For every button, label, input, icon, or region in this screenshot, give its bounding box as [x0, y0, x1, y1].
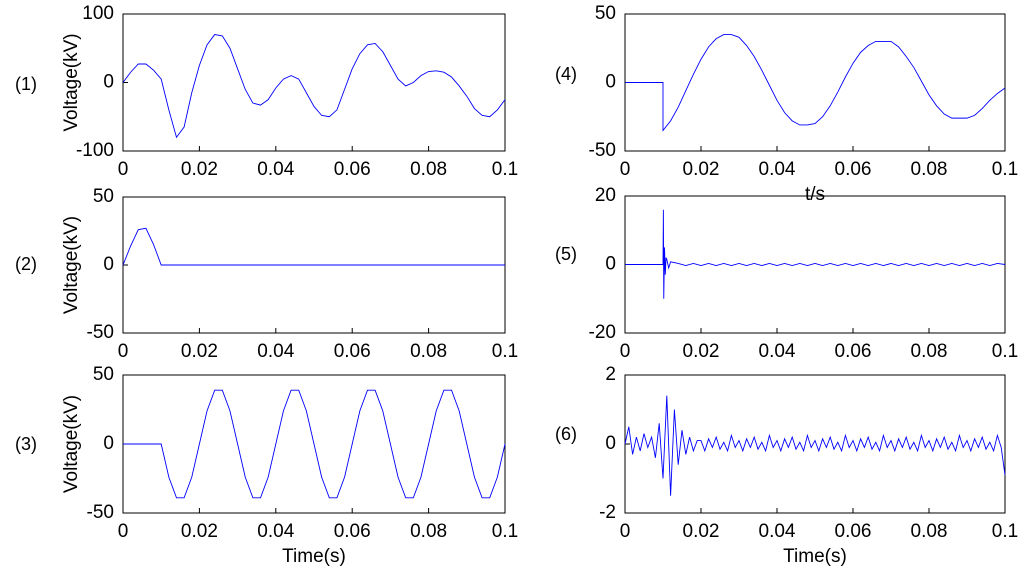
x-tick-label: 0.06 [334, 521, 371, 542]
x-axis-label: t/s [805, 184, 825, 205]
y-tick-label: -20 [589, 322, 616, 343]
x-tick-label: 0.02 [683, 159, 720, 180]
waveform [624, 395, 1006, 496]
panel-label: (4) [555, 64, 577, 84]
x-tick-label: 0.06 [334, 341, 371, 362]
x-tick-label: 0.06 [835, 159, 872, 180]
x-tick-label: 0.08 [410, 521, 447, 542]
x-tick-label: 0.06 [334, 159, 371, 180]
panel-label: (6) [555, 424, 577, 444]
y-tick-label: -2 [599, 502, 616, 523]
y-tick-label: 50 [93, 186, 114, 207]
x-tick-label: 0 [118, 341, 129, 362]
x-axis-label: Time(s) [282, 546, 346, 567]
y-tick-label: -100 [76, 140, 114, 161]
x-tick-label: 0 [620, 159, 631, 180]
y-axis-label: Voltage(kV) [61, 216, 82, 314]
x-tick-label: 0.02 [181, 521, 218, 542]
x-tick-label: 0.04 [257, 521, 294, 542]
waveform [122, 227, 505, 266]
waveform [122, 34, 506, 139]
x-axis-label: Time(s) [783, 546, 847, 567]
y-tick-label: 50 [93, 364, 114, 385]
y-tick-label: 20 [595, 185, 616, 206]
x-tick-label: 0.08 [911, 521, 948, 542]
x-tick-label: 0.08 [911, 341, 948, 362]
x-tick-label: 0 [620, 521, 631, 542]
x-tick-label: 0.1 [992, 341, 1018, 362]
y-tick-label: -50 [87, 322, 114, 343]
panel-label: (2) [15, 254, 37, 274]
x-tick-label: 0 [118, 159, 129, 180]
y-tick-label: 100 [82, 3, 114, 24]
x-tick-label: 0.02 [683, 341, 720, 362]
y-tick-label: 0 [103, 72, 114, 93]
x-tick-label: 0.04 [759, 521, 796, 542]
x-tick-label: 0.04 [257, 341, 294, 362]
x-tick-label: 0.1 [492, 521, 518, 542]
x-tick-label: 0.04 [257, 159, 294, 180]
y-tick-label: 0 [605, 254, 616, 275]
y-tick-label: -50 [87, 502, 114, 523]
plot-area [122, 13, 506, 152]
y-tick-label: -50 [589, 140, 616, 161]
y-tick-label: 0 [605, 433, 616, 454]
x-tick-label: 0.06 [835, 341, 872, 362]
y-tick-label: 0 [103, 254, 114, 275]
plot-area [624, 13, 1006, 152]
y-axis-label: Voltage(kV) [61, 33, 82, 131]
x-tick-label: 0.1 [992, 159, 1018, 180]
panel-label: (5) [555, 244, 577, 264]
x-tick-label: 0.08 [410, 159, 447, 180]
x-tick-label: 0.02 [181, 341, 218, 362]
waveform [625, 209, 1006, 299]
x-tick-label: 0.02 [181, 159, 218, 180]
waveform [625, 34, 1006, 132]
x-tick-label: 0.1 [492, 341, 518, 362]
panel-label: (3) [15, 434, 37, 454]
y-tick-label: 0 [103, 433, 114, 454]
x-tick-label: 0.02 [683, 521, 720, 542]
x-tick-label: 0.08 [410, 341, 447, 362]
x-tick-label: 0 [620, 341, 631, 362]
x-tick-label: 0.08 [911, 159, 948, 180]
y-tick-label: 50 [595, 3, 616, 24]
y-tick-label: 2 [605, 364, 616, 385]
y-axis-label: Voltage(kV) [61, 395, 82, 493]
x-tick-label: 0.1 [492, 159, 518, 180]
x-tick-label: 0.06 [835, 521, 872, 542]
panel-label: (1) [15, 74, 37, 94]
x-tick-label: 0.1 [992, 521, 1018, 542]
plot-area [624, 374, 1006, 514]
waveform [123, 389, 506, 499]
x-tick-label: 0.04 [759, 159, 796, 180]
y-tick-label: 0 [605, 72, 616, 93]
x-tick-label: 0 [118, 521, 129, 542]
x-tick-label: 0.04 [759, 341, 796, 362]
